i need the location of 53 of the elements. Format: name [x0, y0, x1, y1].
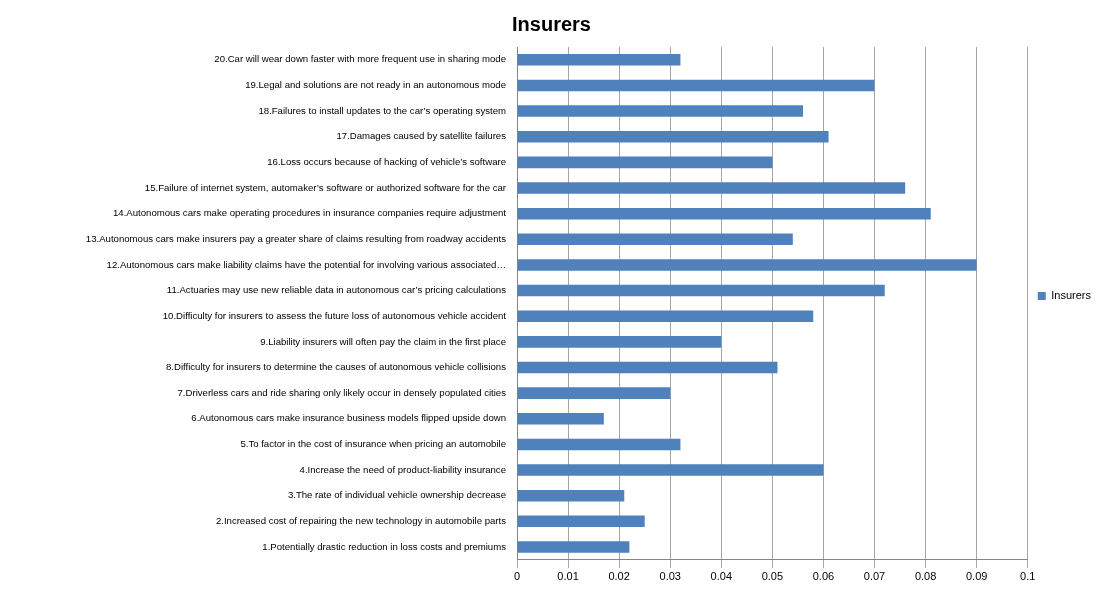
- bar: [517, 438, 681, 451]
- bar: [517, 284, 885, 297]
- bar: [517, 413, 604, 425]
- y-tick-label: 2.Increased cost of repairing the new technology in automobile parts: [215, 515, 507, 526]
- y-tick-label: 16.Loss occurs because of hacking of vehicle’s software: [267, 156, 506, 168]
- x-tick-label: 0.03: [659, 570, 681, 583]
- bar: [517, 54, 681, 66]
- y-tick-label: 19.Legal and solutions are not ready in an autonomous mode: [245, 79, 506, 91]
- y-tick-label: 9.Liability insurers will often pay the claim in the first place: [260, 335, 506, 347]
- bar: [517, 207, 931, 220]
- y-tick-label: 5.To factor in the cost of insurance when pricing an automobile: [240, 438, 506, 450]
- bar: [517, 310, 814, 322]
- x-tick-label: 0.05: [761, 570, 784, 583]
- bar: [517, 259, 977, 271]
- y-tick-label: 18.Failures to install updates to the car’s operating system: [258, 104, 506, 116]
- y-tick-label: 8.Difficulty for insurers to determine the causes of autonomous vehicle collisions: [165, 361, 507, 373]
- y-tick-label: 3.The rate of individual vehicle ownership decrease: [287, 489, 506, 501]
- bar: [517, 541, 630, 553]
- y-tick-label: 14.Autonomous cars make operating procedures in insurance companies require adjustment: [112, 207, 507, 219]
- y-tick-label: 6.Autonomous cars make insurance business models flipped upside down: [191, 412, 506, 424]
- bar: [517, 105, 804, 117]
- x-tick-label: 0.04: [710, 570, 733, 583]
- x-tick-label: 0.1: [1020, 570, 1036, 583]
- legend-label: Insurers: [1051, 289, 1092, 302]
- y-tick-label: 4.Increase the need of product-liability insurance: [299, 463, 506, 475]
- y-tick-label: 15.Failure of internet system, automaker’s software or authorized software for the car: [144, 181, 507, 193]
- y-tick-label: 20.Car will wear down faster with more frequent use in sharing mode: [214, 53, 506, 65]
- y-tick-label: 11.Actuaries may use new reliable data in autonomous car’s pricing calculations: [166, 284, 507, 296]
- y-tick-label: 1.Potentially drastic reduction in loss costs and premiums: [262, 540, 507, 552]
- y-tick-label: 17.Damages caused by satellite failures: [336, 130, 507, 142]
- bar: [517, 387, 671, 399]
- bar: [517, 79, 875, 92]
- chart-title: Insurers: [512, 12, 591, 35]
- x-tick-label: 0.07: [863, 570, 886, 583]
- y-tick-label: 13.Autonomous cars make insurers pay a greater share of claims resulting from roadway accidents: [85, 232, 507, 244]
- bar: [517, 515, 645, 528]
- bar: [517, 464, 824, 476]
- y-tick-label: 10.Difficulty for insurers to assess the future loss of autonomous vehicle accident: [162, 309, 507, 321]
- y-tick-label: 7.Driverless cars and ride sharing only likely occur in densely populated cities: [177, 386, 507, 398]
- bar: [517, 489, 625, 502]
- bar: [517, 182, 906, 194]
- y-tick-label: 12.Autonomous cars make liability claims have the potential for involving various associated…: [106, 258, 506, 270]
- x-tick-label: 0.08: [914, 570, 937, 583]
- bar: [517, 130, 829, 143]
- bar: [517, 361, 778, 374]
- x-tick-label: 0.06: [812, 570, 835, 583]
- bar: [517, 156, 773, 169]
- x-tick-label: 0.02: [608, 570, 630, 583]
- x-tick-label: 0: [513, 570, 521, 583]
- x-tick-label: 0.09: [965, 570, 988, 583]
- bar: [517, 233, 793, 246]
- x-tick-label: 0.01: [557, 570, 579, 583]
- bar: [517, 336, 722, 348]
